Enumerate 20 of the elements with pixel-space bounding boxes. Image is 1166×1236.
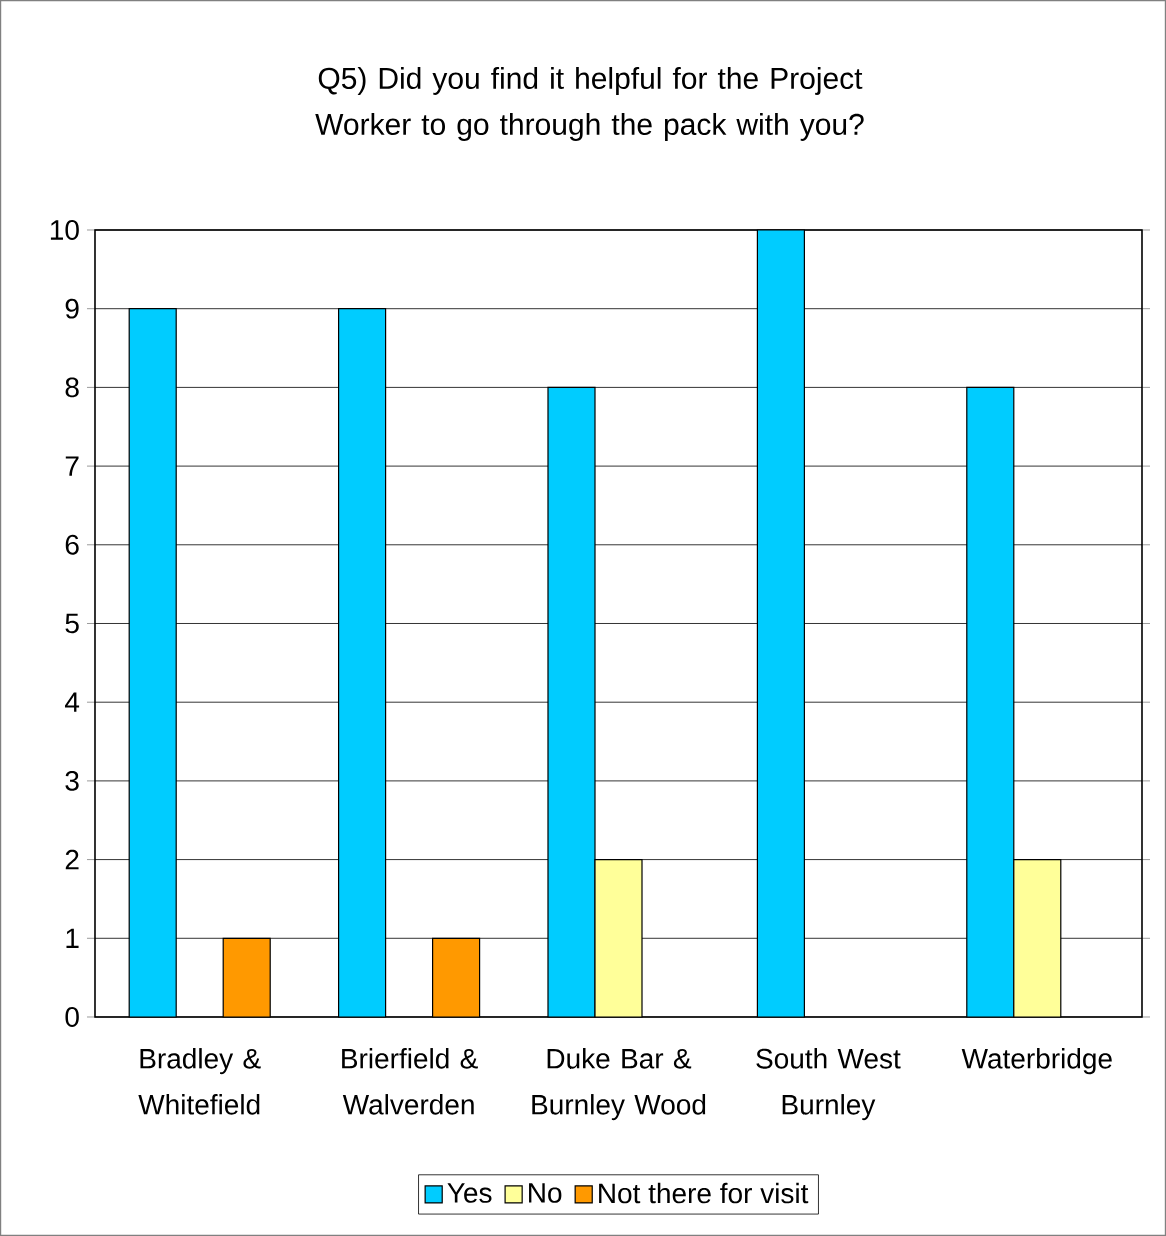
- legend-label: Not there for visit: [599, 1182, 809, 1204]
- y-tick-label: 0: [65, 1007, 79, 1027]
- y-tick-label: 6: [65, 534, 79, 555]
- y-tick-label: 8: [65, 377, 79, 398]
- x-tick-label: Waterbridge: [961, 1048, 1112, 1075]
- legend-label: Yes: [447, 1183, 492, 1203]
- y-tick-label: 4: [64, 692, 80, 712]
- y-tick-label: 1: [66, 928, 79, 948]
- x-tick-label: Brierfield & Walverden: [342, 1048, 478, 1115]
- chart-title: Q5) Did you find it helpful for the Project Worker to go through the pack with you?: [315, 67, 864, 141]
- y-tick-label: 9: [65, 298, 79, 319]
- y-tick-label: 5: [65, 613, 79, 634]
- x-tick-label: Bradley & Whitefield: [138, 1048, 261, 1115]
- y-tick-label: 3: [65, 770, 79, 791]
- x-tick-label: Duke Bar & Burnley Wood: [532, 1048, 706, 1121]
- x-tick-label: South West Burnley: [756, 1048, 901, 1121]
- y-tick-label: 10: [50, 220, 79, 240]
- y-tick-label: 7: [65, 456, 79, 476]
- legend-label: No: [529, 1183, 562, 1203]
- y-tick-label: 2: [65, 849, 79, 870]
